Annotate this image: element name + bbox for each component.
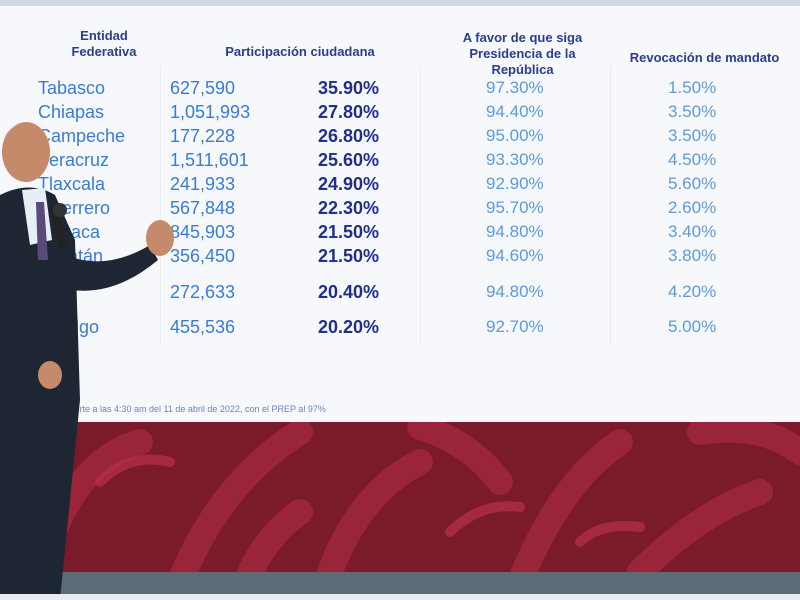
revocation-percent: 3.50% (668, 126, 717, 145)
state-name: Tlaxcala (38, 174, 106, 194)
header-state: Entidad Federativa (64, 28, 144, 60)
favor-percent: 94.60% (486, 246, 544, 265)
header-favor-line: República (491, 62, 554, 77)
participants-count: 455,536 (170, 317, 236, 337)
header-participation: Participación ciudadana (225, 44, 375, 59)
header-favor: A favor de que siga Presidencia de la Re… (440, 30, 605, 78)
revocation-percent: 5.00% (668, 317, 717, 336)
header-state-line: Federativa (71, 44, 137, 59)
participation-percent: 21.50% (318, 222, 380, 242)
favor-percent: 94.80% (486, 282, 544, 301)
revocation-percent: 2.60% (668, 198, 717, 217)
revocation-percent: 5.60% (668, 174, 717, 193)
participation-percent: 35.90% (318, 78, 380, 98)
participants-count: 567,848 (170, 198, 236, 218)
presentation-screen (0, 6, 800, 422)
participation-percent: 26.80% (318, 126, 380, 146)
favor-percent: 94.40% (486, 102, 544, 121)
participants-count: 845,903 (170, 222, 236, 242)
grid-divider (610, 66, 611, 346)
table-row: Hidalgo 455,536 20.20% 92.70% 5.00% (0, 317, 800, 341)
favor-percent: 95.00% (486, 126, 544, 145)
grid-divider (420, 66, 421, 346)
header-favor-line: Presidencia de la (469, 46, 576, 61)
bottom-edge (0, 594, 800, 600)
header-revocation: Revocación de mandato (629, 50, 780, 65)
participation-percent: 27.80% (318, 102, 380, 122)
header-favor-line: A favor de que siga (462, 30, 583, 45)
participants-count: 356,450 (170, 246, 236, 266)
table-row: Veracruz 1,511,601 25.60% 93.30% 4.50% (0, 150, 800, 174)
participation-percent: 25.60% (318, 150, 380, 170)
revocation-percent: 3.40% (668, 222, 717, 241)
participants-count: 627,590 (170, 78, 236, 98)
participation-percent: 21.50% (318, 246, 380, 266)
favor-percent: 94.80% (486, 222, 544, 241)
participants-count: 241,933 (170, 174, 236, 194)
participation-percent: 22.30% (318, 198, 380, 218)
favor-percent: 92.70% (486, 317, 544, 336)
revocation-percent: 3.50% (668, 102, 717, 121)
revocation-percent: 1.50% (668, 78, 717, 97)
state-name: Tabasco (38, 78, 106, 98)
favor-percent: 97.30% (486, 78, 544, 97)
state-name: Chiapas (38, 102, 105, 122)
top-edge (0, 0, 800, 6)
revocation-percent: 3.80% (668, 246, 717, 265)
participants-count: 1,511,601 (170, 150, 249, 170)
participants-count: 1,051,993 (170, 102, 251, 122)
favor-percent: 95.70% (486, 198, 544, 217)
participation-percent: 20.40% (318, 282, 380, 302)
participants-count: 272,633 (170, 282, 236, 302)
revocation-percent: 4.20% (668, 282, 717, 301)
table-row: Campeche 177,228 26.80% 95.00% 3.50% (0, 126, 800, 150)
footnote: Corte a las 4:30 am del 11 de abril de 2… (68, 404, 326, 414)
table-row: Tabasco 627,590 35.90% 97.30% 1.50% (0, 78, 800, 102)
favor-percent: 92.90% (486, 174, 544, 193)
participants-count: 177,228 (170, 126, 236, 146)
table-row: Tlaxcala 241,933 24.90% 92.90% 5.60% (0, 174, 800, 198)
participation-percent: 24.90% (318, 174, 380, 194)
speaker-figure (0, 122, 174, 600)
participation-percent: 20.20% (318, 317, 380, 337)
favor-percent: 93.30% (486, 150, 544, 169)
state-name: Veracruz (38, 150, 110, 170)
header-state-line: Entidad (80, 28, 128, 43)
revocation-percent: 4.50% (668, 150, 717, 169)
state-name: Campeche (38, 126, 126, 146)
table-row: Chiapas 1,051,993 27.80% 94.40% 3.50% (0, 102, 800, 126)
grid-divider (160, 66, 161, 346)
table-row: 272,633 20.40% 94.80% 4.20% (0, 282, 800, 306)
